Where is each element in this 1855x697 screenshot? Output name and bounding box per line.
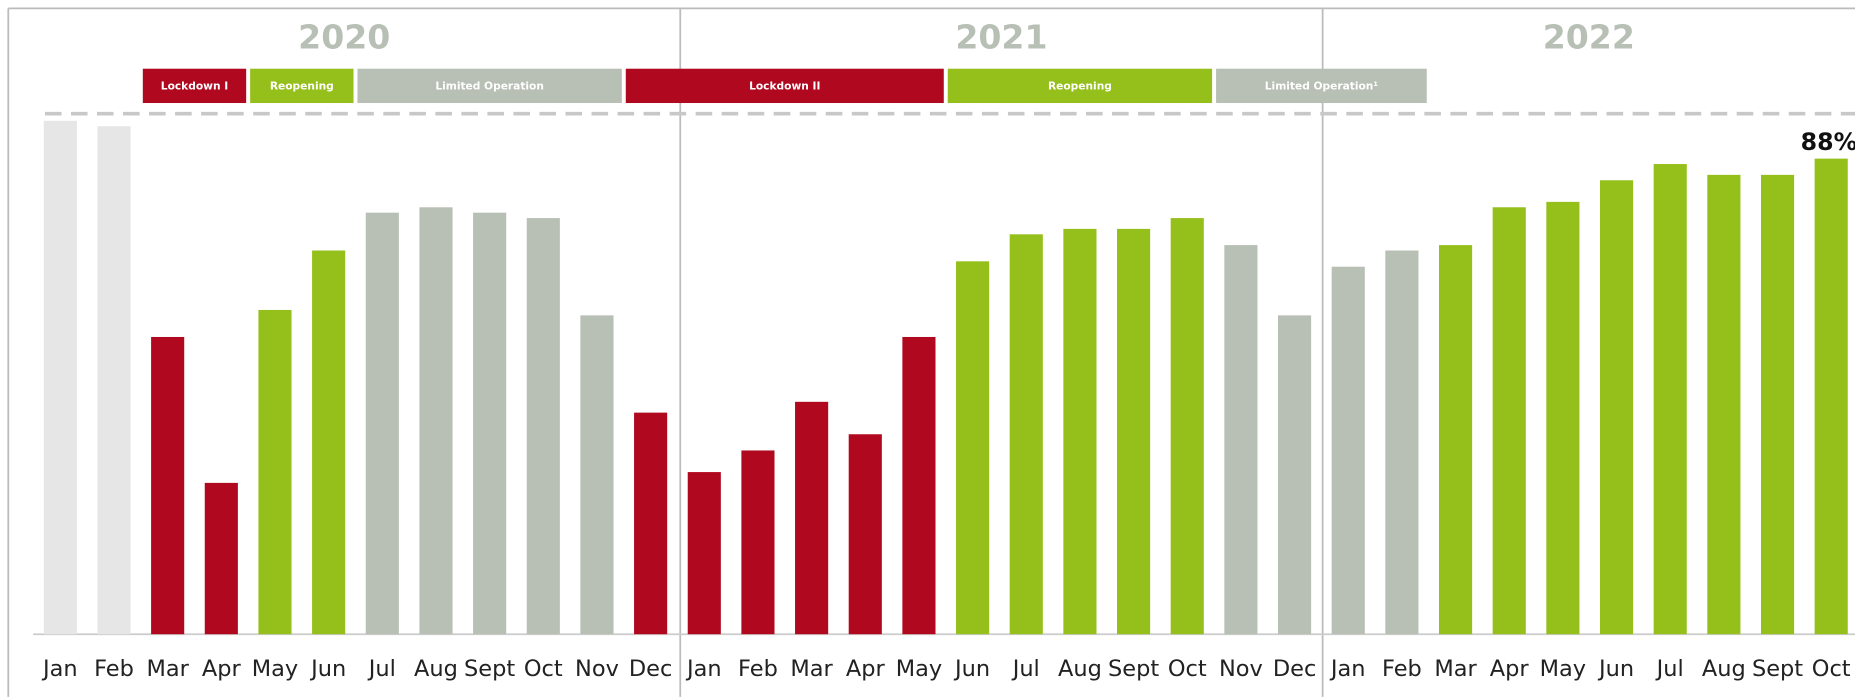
- year-label: 2020: [298, 18, 390, 57]
- phase-label: Limited Operation: [435, 79, 544, 92]
- phase-banner: [1216, 68, 1427, 104]
- bar: [1117, 228, 1151, 635]
- x-tick-label: Apr: [202, 656, 242, 682]
- x-tick-label: Aug: [414, 656, 458, 682]
- year-label: 2021: [955, 18, 1047, 57]
- phase-label: Lockdown I: [161, 79, 228, 92]
- x-tick-label: May: [896, 656, 942, 682]
- x-tick-label: Jan: [685, 656, 722, 682]
- x-tick-label: May: [252, 656, 298, 682]
- x-tick-label: Oct: [1812, 656, 1851, 682]
- bar: [956, 261, 990, 635]
- bar: [1063, 228, 1097, 635]
- bar: [419, 207, 453, 635]
- bar: [902, 336, 936, 635]
- bar: [151, 336, 185, 635]
- x-tick-label: Jul: [367, 656, 396, 682]
- x-tick-label: Dec: [1273, 656, 1316, 682]
- phase-banner: [250, 68, 354, 104]
- bar: [1170, 218, 1204, 635]
- x-tick-label: Jan: [1329, 656, 1366, 682]
- phase-label: Limited Operation¹: [1265, 79, 1379, 92]
- bar: [687, 472, 721, 635]
- bar: [1224, 245, 1258, 635]
- x-tick-label: Nov: [575, 656, 619, 682]
- bar: [365, 212, 399, 635]
- bar: [97, 126, 131, 635]
- x-tick-label: Mar: [146, 656, 189, 682]
- x-tick-label: Dec: [629, 656, 672, 682]
- phase-banner: [625, 68, 944, 104]
- x-tick-label: Mar: [1434, 656, 1477, 682]
- x-tick-label: Nov: [1219, 656, 1263, 682]
- phase-banner: [947, 68, 1213, 104]
- x-tick-label: Jun: [953, 656, 990, 682]
- x-tick-label: Jun: [1597, 656, 1634, 682]
- bar: [1599, 180, 1634, 635]
- x-tick-label: Jul: [1655, 656, 1684, 682]
- bar: [795, 401, 829, 635]
- bar: [1278, 315, 1312, 635]
- x-tick-label: Feb: [94, 656, 134, 682]
- x-tick-label: Jan: [41, 656, 78, 682]
- x-tick-label: Aug: [1058, 656, 1102, 682]
- bar: [1814, 158, 1848, 635]
- phase-label: Reopening: [270, 79, 334, 92]
- x-tick-label: Sept: [1752, 656, 1803, 682]
- x-tick-label: Sept: [1108, 656, 1159, 682]
- x-tick-label: Jul: [1011, 656, 1040, 682]
- bar: [580, 315, 614, 635]
- x-tick-label: Sept: [464, 656, 515, 682]
- bar: [1707, 174, 1741, 635]
- bar: [204, 482, 238, 635]
- year-label: 2022: [1543, 18, 1635, 57]
- bar: [1385, 250, 1419, 635]
- x-tick-label: Oct: [1168, 656, 1207, 682]
- bar: [1009, 234, 1043, 635]
- bar: [526, 218, 560, 635]
- x-tick-label: Jun: [309, 656, 346, 682]
- x-tick-label: Aug: [1702, 656, 1746, 682]
- bar: [473, 212, 507, 635]
- phase-label: Lockdown II: [749, 79, 820, 92]
- bar: [741, 450, 775, 635]
- x-tick-label: Apr: [1490, 656, 1530, 682]
- x-tick-label: Apr: [846, 656, 886, 682]
- x-tick-label: May: [1540, 656, 1586, 682]
- bar: [1438, 245, 1473, 635]
- bar: [312, 250, 346, 635]
- x-tick-label: Oct: [524, 656, 563, 682]
- bar: [634, 412, 668, 635]
- bar: [43, 120, 77, 635]
- value-label: 88%: [1801, 128, 1855, 156]
- x-tick-label: Mar: [790, 656, 833, 682]
- bar: [1331, 266, 1365, 635]
- x-tick-label: Feb: [1382, 656, 1422, 682]
- bar: [848, 434, 882, 635]
- phase-label: Reopening: [1048, 79, 1112, 92]
- bar: [1546, 201, 1580, 635]
- bar: [1653, 164, 1687, 635]
- bar: [258, 309, 292, 635]
- bar: [1760, 174, 1795, 635]
- phase-banner: [142, 68, 247, 104]
- bar: [1492, 207, 1526, 635]
- phase-banner: [357, 68, 622, 104]
- x-tick-label: Feb: [738, 656, 778, 682]
